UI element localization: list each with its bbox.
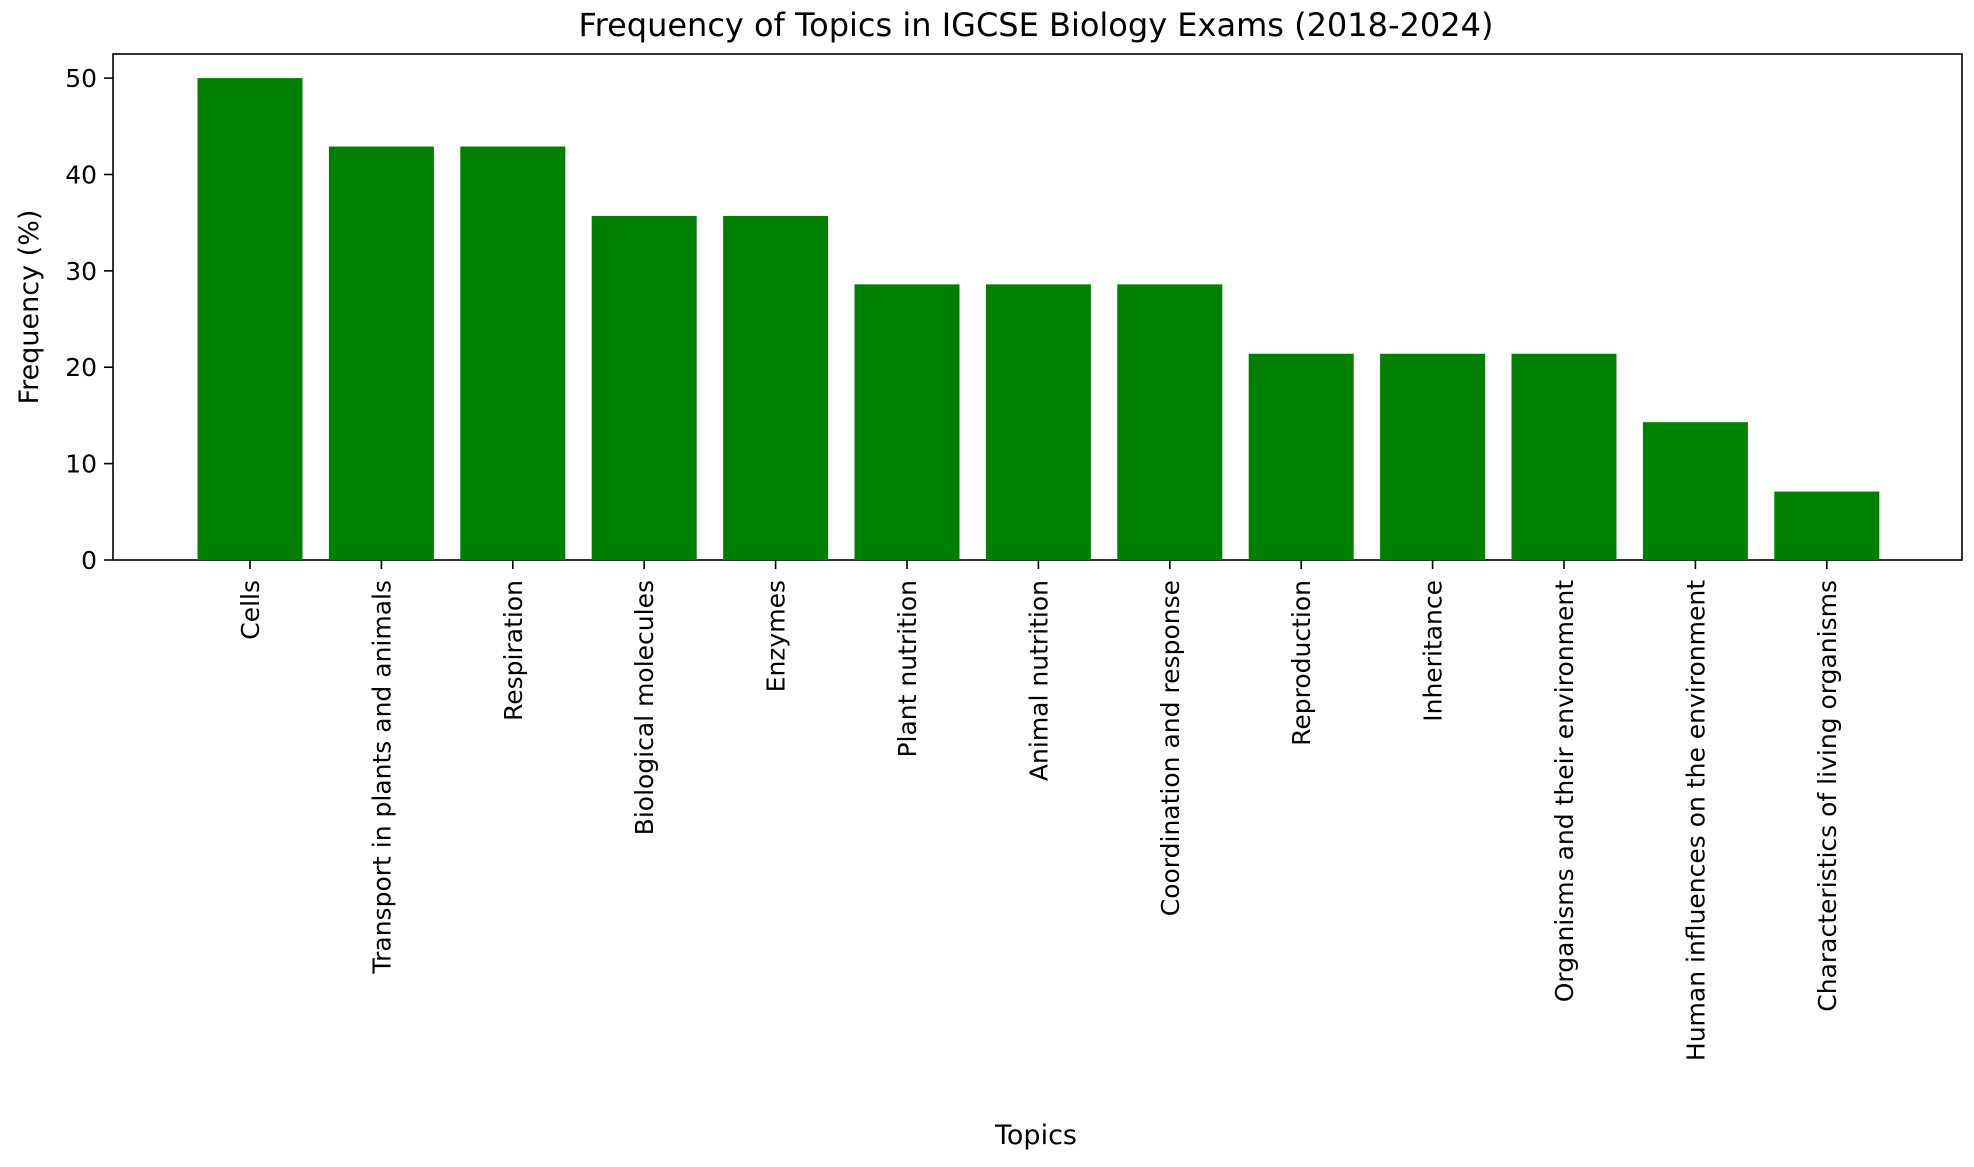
bar: [1248, 353, 1354, 560]
x-tick-label: Animal nutrition: [1024, 580, 1053, 781]
bar: [460, 146, 566, 560]
y-axis-label: Frequency (%): [14, 210, 45, 405]
bar: [985, 284, 1091, 560]
y-tick-label: 0: [81, 546, 97, 575]
y-tick-label: 10: [65, 450, 97, 479]
x-tick-label: Reproduction: [1287, 580, 1316, 746]
bar: [723, 215, 829, 561]
x-tick-label: Coordination and response: [1156, 580, 1185, 916]
y-tick-label: 20: [65, 353, 97, 382]
y-tick-label: 30: [65, 257, 97, 286]
bar: [1642, 422, 1748, 560]
y-tick-label: 40: [65, 160, 97, 189]
x-tick-label: Plant nutrition: [893, 580, 922, 758]
bar: [591, 215, 697, 561]
bar: [1380, 353, 1486, 560]
y-axis: 0 10 20 30 40 50: [65, 64, 113, 575]
bar: [1117, 284, 1223, 560]
x-tick-label: Biological molecules: [630, 580, 659, 835]
x-tick-label: Transport in plants and animals: [367, 580, 396, 974]
bar: [1774, 491, 1880, 560]
bar: [1511, 353, 1617, 560]
x-tick-label: Characteristics of living organisms: [1813, 580, 1842, 1012]
bars: [197, 78, 1880, 561]
bar: [328, 146, 434, 560]
x-tick-label: Cells: [236, 580, 265, 640]
x-tick-label: Respiration: [499, 580, 528, 721]
bar: [854, 284, 960, 560]
x-tick-label: Human influences on the environment: [1681, 580, 1710, 1061]
x-axis-label: Topics: [994, 1120, 1077, 1151]
x-tick-label: Inheritance: [1419, 580, 1448, 722]
x-tick-label: Enzymes: [762, 580, 791, 692]
chart-title: Frequency of Topics in IGCSE Biology Exa…: [579, 6, 1494, 44]
bar: [197, 78, 303, 560]
x-tick-label: Organisms and their environment: [1550, 580, 1579, 1002]
x-axis: Cells Transport in plants and animals Resp…: [236, 560, 1842, 1061]
y-tick-label: 50: [65, 64, 97, 93]
